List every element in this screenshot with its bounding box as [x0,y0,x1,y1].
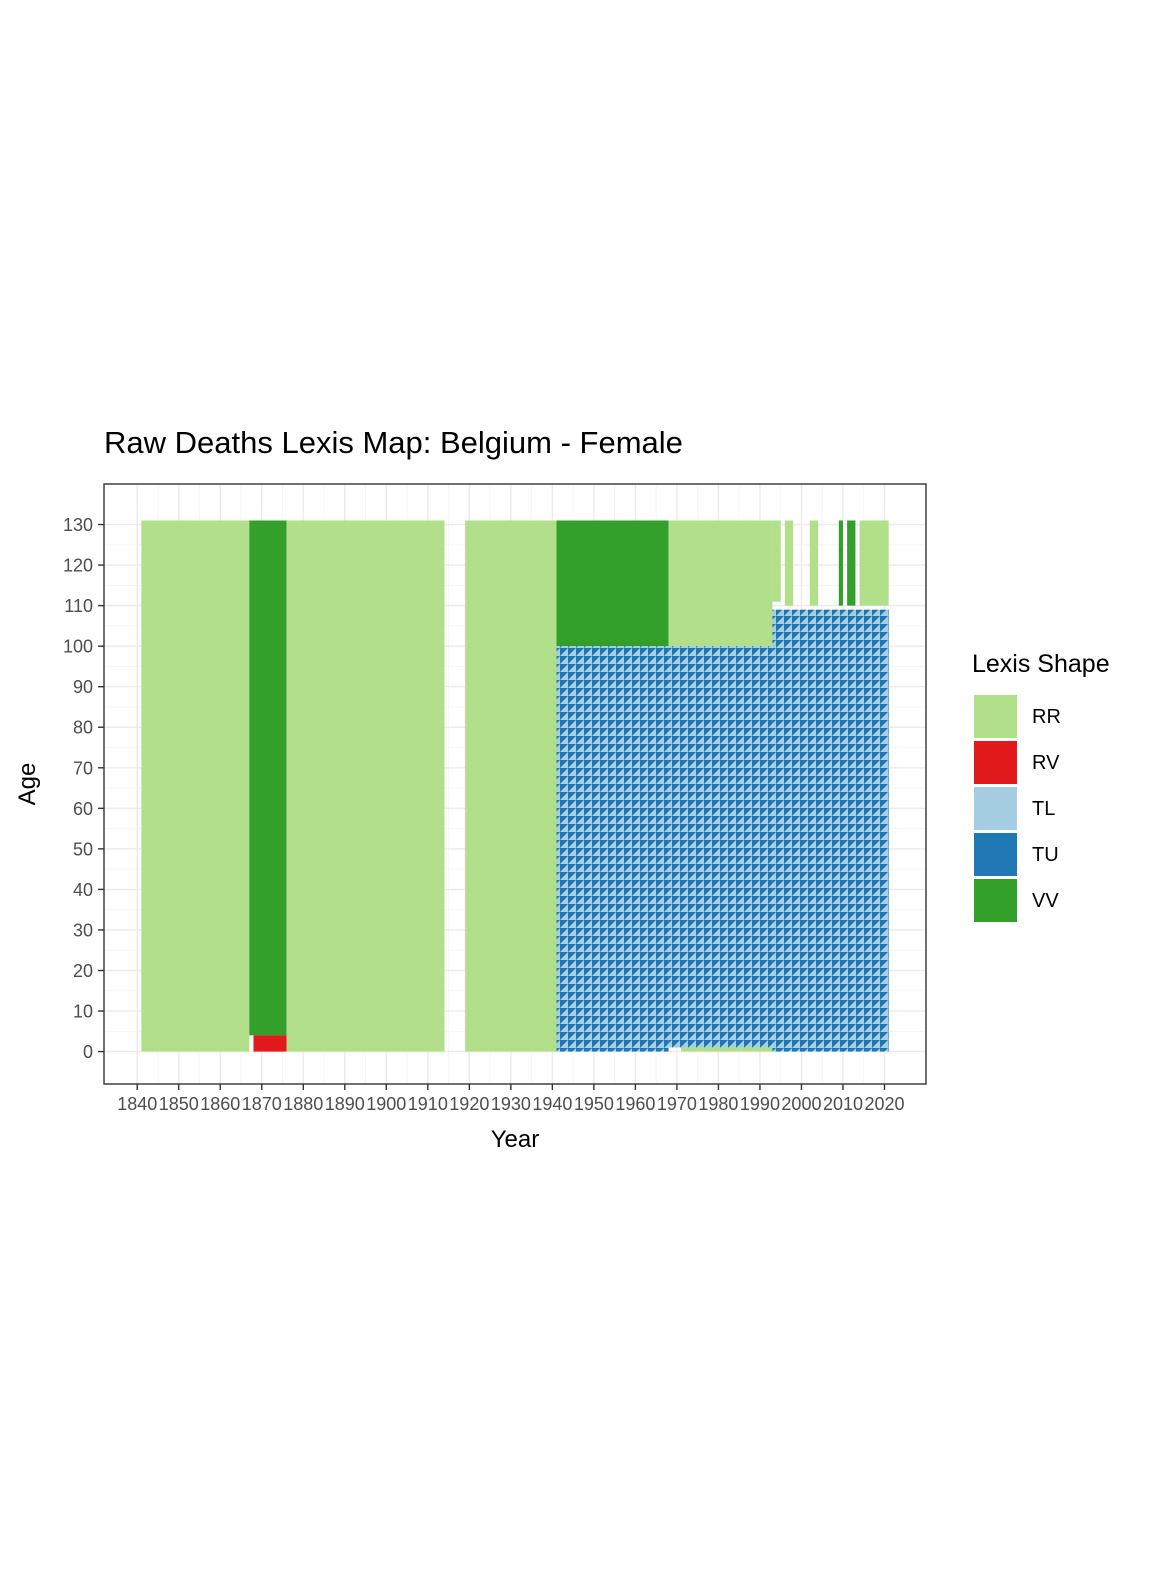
legend-label-vv: VV [1032,890,1059,912]
lexis-regions [141,520,889,1052]
x-tick-label: 1850 [159,1094,199,1114]
y-tick-label: 40 [73,880,93,900]
x-tick-label: 1950 [574,1094,614,1114]
lexis-cell-tu [772,609,889,1052]
plot-border [103,483,927,1085]
legend-key-vv [974,879,1017,922]
lexis-cell-vv [847,520,856,606]
lexis-cell-rr [141,520,250,1052]
legend-label-rv: RV [1032,752,1060,774]
x-tick-label: 1840 [117,1094,157,1114]
y-tick-label: 50 [73,839,93,859]
lexis-cell-vv [249,520,287,1036]
x-tick-label: 1930 [491,1094,531,1114]
y-tick-label: 20 [73,961,93,981]
y-tick-label: 60 [73,799,93,819]
lexis-cell-rr [681,1047,773,1052]
x-tick-label: 1980 [698,1094,738,1114]
y-axis-title: Age [14,763,41,806]
legend-key-tu [974,833,1017,876]
lexis-cell-rr [465,520,557,1052]
y-tick-label: 110 [64,596,93,616]
y-tick-label: 100 [63,637,93,657]
x-tick-label: 2010 [823,1094,863,1114]
legend: RR RV TL TU VV [974,695,1061,922]
x-tick-label: 1880 [283,1094,323,1114]
x-tick-label: 2000 [781,1094,821,1114]
y-tick-label: 0 [83,1042,93,1062]
lexis-cell-rr [809,520,819,606]
y-tick-label: 120 [63,556,93,576]
plot-title: Raw Deaths Lexis Map: Belgium - Female [104,425,683,460]
x-tick-label: 1970 [657,1094,697,1114]
y-tick-label: 30 [73,920,93,940]
y-tick-label: 130 [63,515,93,535]
legend-title: Lexis Shape [972,650,1110,678]
y-axis-ticks: 0 10 20 30 40 50 60 70 80 90 100 110 120 130 [63,515,104,1062]
lexis-cell-vv [556,520,669,647]
x-axis-ticks: 1840 1850 1860 1870 1880 1890 1900 1910 1920 1930… [117,1084,905,1114]
lexis-cell-rr [859,520,889,606]
lexis-cell-rr [772,520,781,602]
x-tick-label: 1890 [325,1094,365,1114]
x-tick-label: 1900 [366,1094,406,1114]
x-tick-label: 1960 [615,1094,655,1114]
legend-key-rr [974,695,1017,738]
y-tick-label: 10 [73,1002,93,1022]
lexis-cell-tu [556,646,669,1052]
lexis-cell-rv [253,1035,287,1052]
x-tick-label: 1910 [408,1094,448,1114]
lexis-cell-tu [668,646,773,1048]
legend-key-rv [974,741,1017,784]
x-tick-label: 1990 [740,1094,780,1114]
y-tick-label: 80 [73,718,93,738]
x-tick-label: 1870 [242,1094,282,1114]
x-axis-title: Year [491,1126,540,1153]
lexis-cell-rr [286,520,445,1052]
lexis-cell-rr [668,520,773,647]
lexis-cell-rr [784,520,794,606]
x-tick-label: 1940 [532,1094,572,1114]
legend-label-tl: TL [1032,798,1055,820]
legend-label-tu: TU [1032,844,1059,866]
lexis-cell-vv [838,520,843,606]
x-tick-label: 1920 [449,1094,489,1114]
y-tick-label: 90 [73,677,93,697]
legend-label-rr: RR [1032,706,1061,728]
x-tick-label: 2020 [864,1094,904,1114]
y-tick-label: 70 [73,758,93,778]
x-tick-label: 1860 [200,1094,240,1114]
legend-key-tl [974,787,1017,830]
